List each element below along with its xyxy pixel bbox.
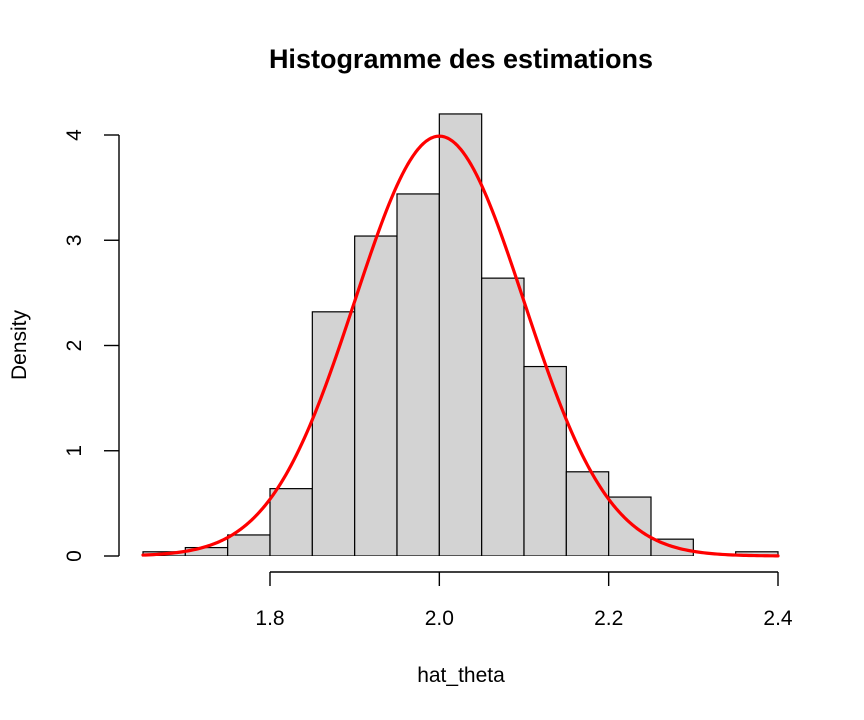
histogram-bar — [608, 496, 652, 556]
x-axis-label: hat_theta — [417, 664, 505, 687]
y-tick-label: 4 — [63, 129, 86, 141]
histogram-bar — [438, 113, 483, 556]
x-tick-label: 2.0 — [425, 607, 454, 630]
x-axis: 1.8 2.0 2.2 2.4 — [255, 571, 793, 630]
histogram-bar — [396, 193, 440, 556]
y-tick-label: 2 — [63, 340, 86, 352]
histogram-bar — [354, 235, 398, 556]
y-tick-label: 1 — [63, 445, 86, 457]
histogram-bar — [481, 277, 525, 556]
histogram-bars — [142, 113, 779, 556]
y-axis: 0 1 2 3 4 — [63, 129, 120, 562]
y-tick-label: 3 — [63, 234, 86, 246]
density-curve — [141, 134, 780, 558]
x-tick-label: 1.8 — [255, 607, 284, 630]
histogram-bar — [269, 488, 313, 556]
x-tick-label: 2.4 — [763, 607, 793, 630]
histogram-bar — [227, 534, 271, 556]
y-tick-label: 0 — [63, 550, 86, 562]
histogram-bar — [311, 311, 356, 556]
y-axis-label: Density — [8, 309, 31, 380]
density-curve-layer — [141, 134, 780, 558]
x-tick-label: 2.2 — [594, 607, 623, 630]
chart-title: Histogramme des estimations — [269, 44, 653, 74]
histogram-bar — [565, 471, 610, 556]
histogram-bar — [523, 365, 567, 556]
